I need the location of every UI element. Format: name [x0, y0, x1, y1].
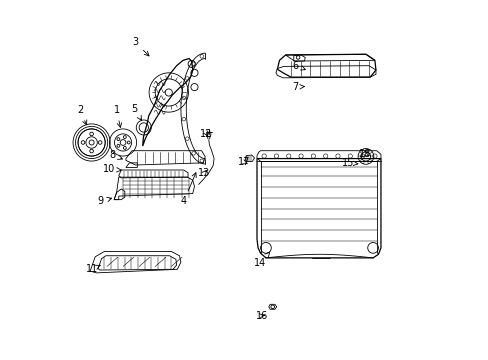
Text: 18: 18	[358, 149, 370, 159]
Text: 13: 13	[198, 168, 210, 178]
Text: 5: 5	[131, 104, 141, 120]
Text: 14: 14	[254, 252, 269, 268]
Text: 6: 6	[292, 61, 305, 71]
Text: 12: 12	[200, 129, 212, 139]
Text: 8: 8	[109, 150, 122, 160]
Text: 3: 3	[132, 37, 149, 56]
Text: 4: 4	[181, 173, 196, 206]
Text: 17: 17	[237, 157, 249, 167]
Text: 15: 15	[341, 158, 357, 168]
Text: 10: 10	[102, 164, 121, 174]
Text: 11: 11	[85, 264, 101, 274]
Text: 9: 9	[98, 197, 111, 206]
Text: 2: 2	[77, 105, 86, 125]
Text: 7: 7	[292, 82, 304, 92]
Text: 16: 16	[255, 311, 267, 321]
Text: 1: 1	[113, 105, 122, 127]
